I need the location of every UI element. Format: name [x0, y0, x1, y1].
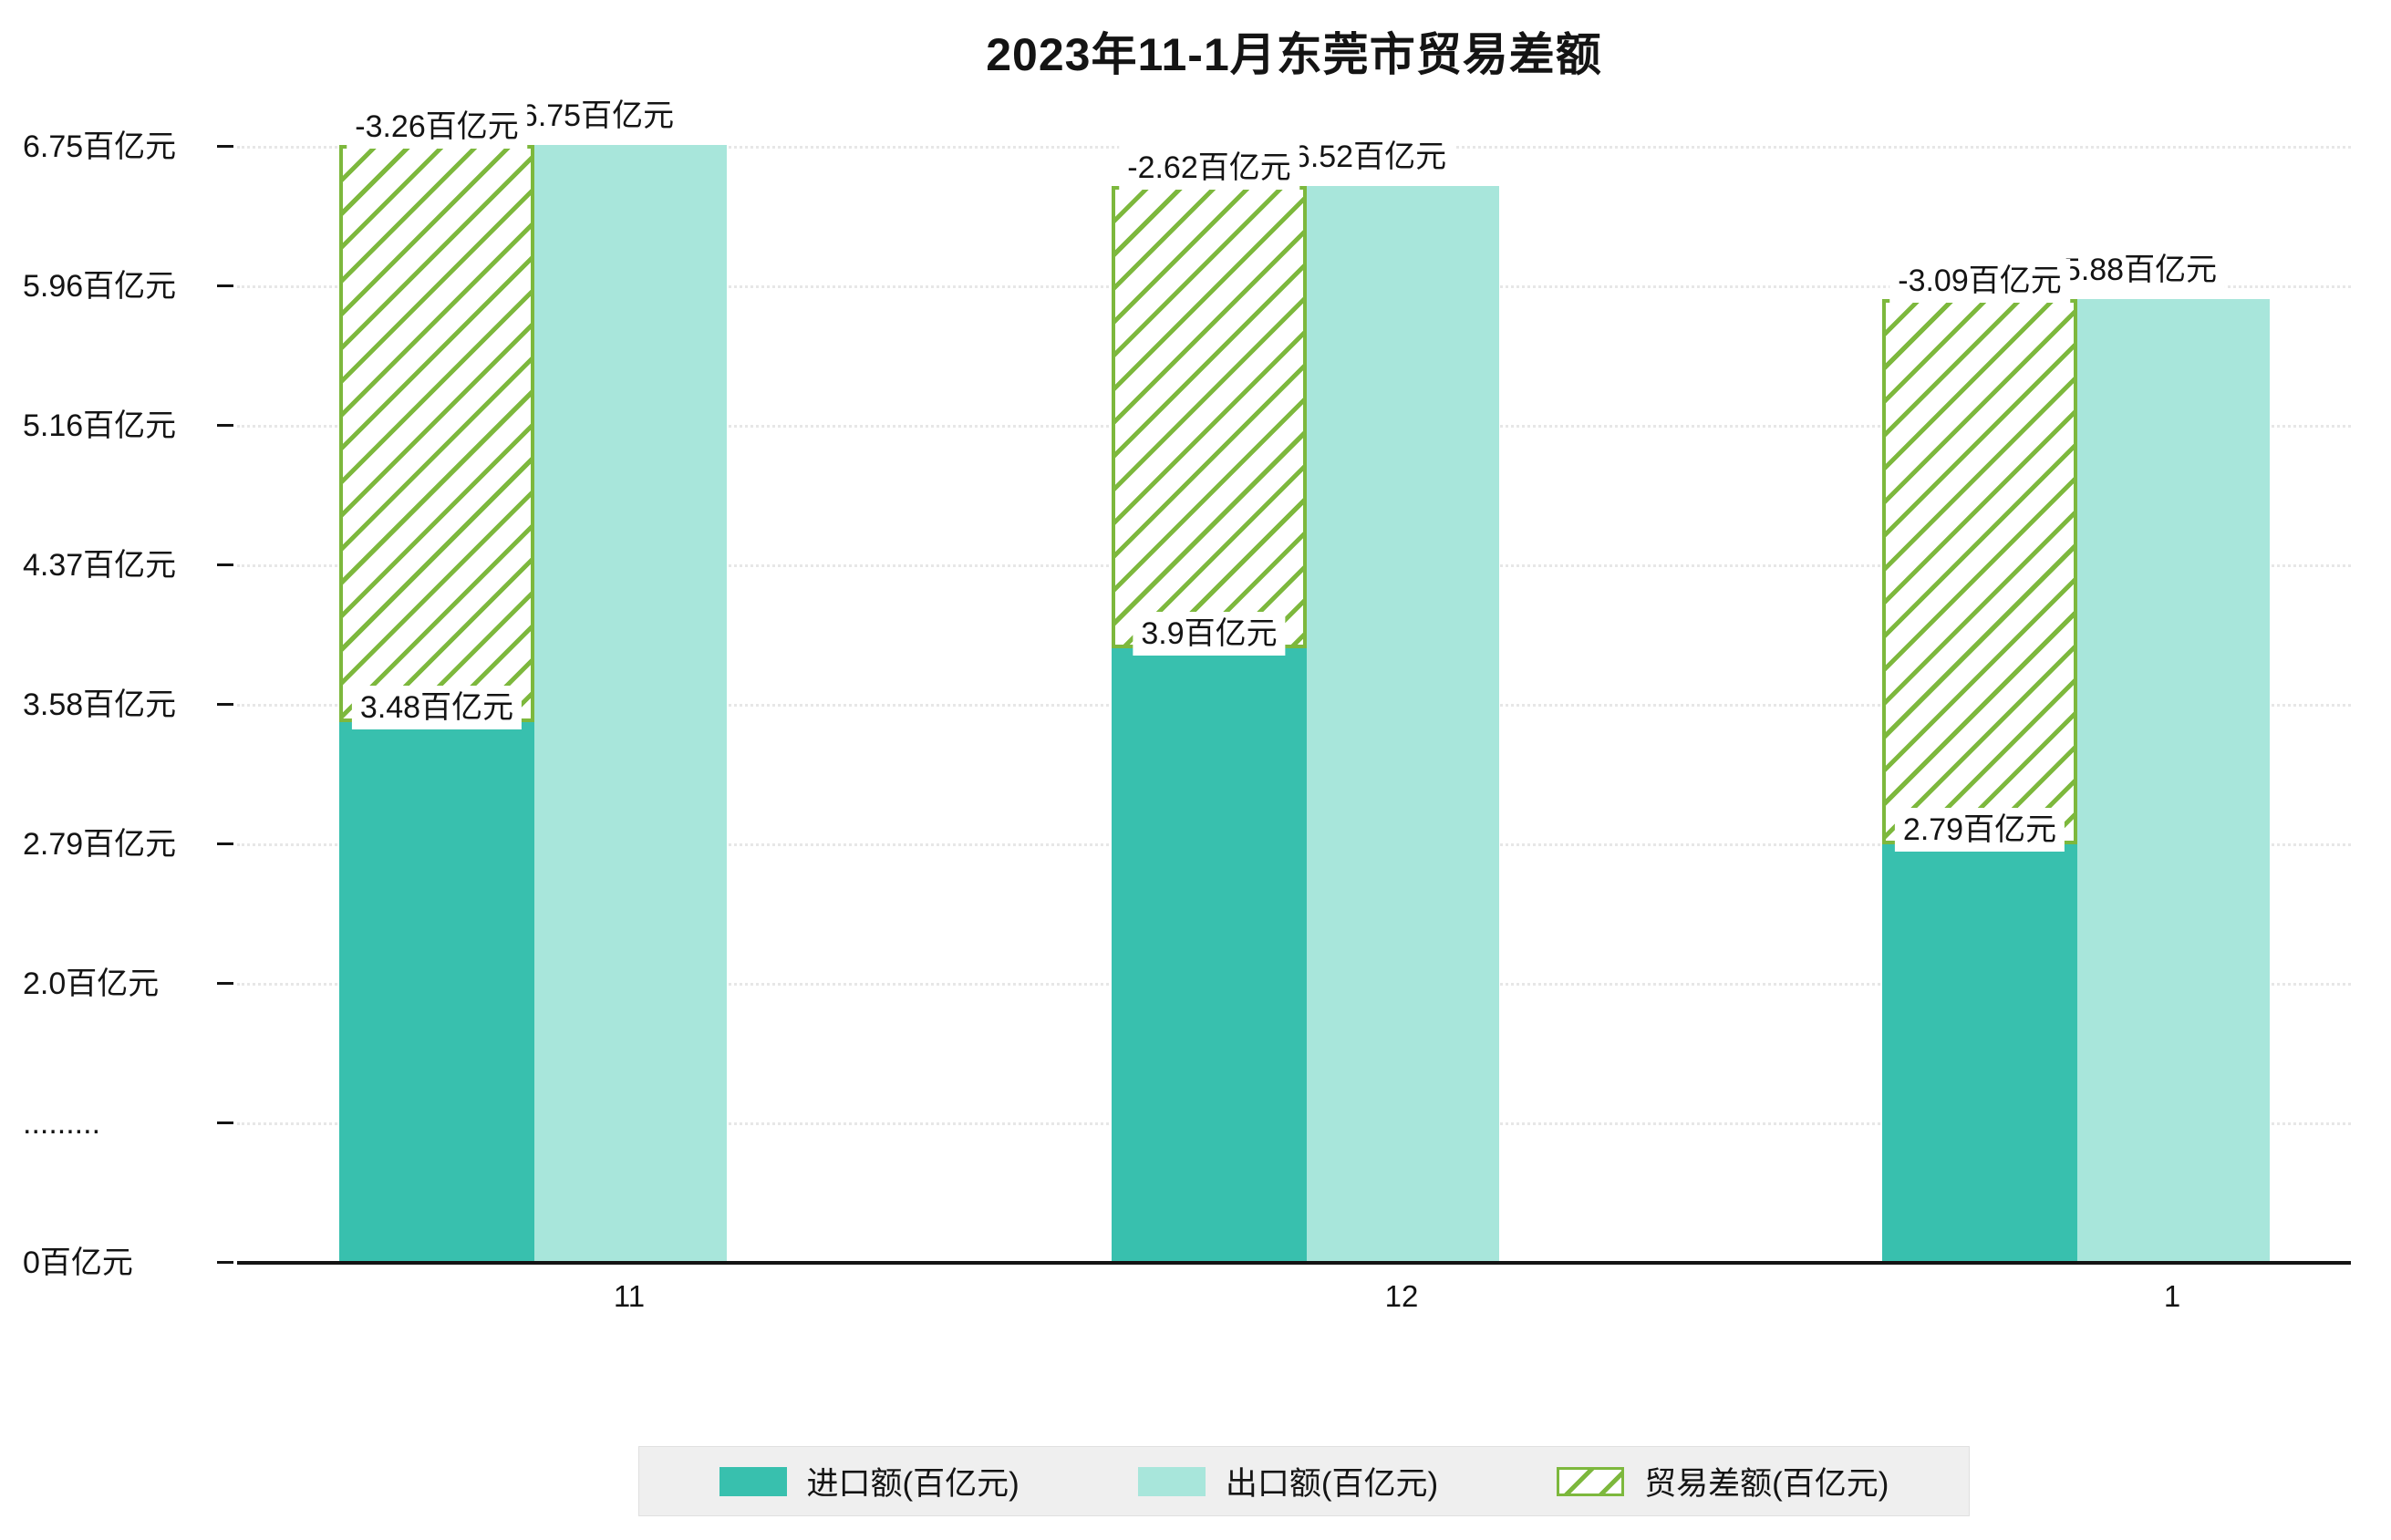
y-axis-tick-mark [217, 563, 233, 566]
x-axis-line [237, 1261, 2351, 1265]
y-axis-tick-mark [217, 1121, 233, 1124]
y-axis-tick-label: 4.37百亿元 [23, 548, 177, 583]
import-bar [1882, 844, 2077, 1263]
export-bar-value-label: 6.52百亿元 [1284, 134, 1455, 179]
y-axis-tick-mark [217, 145, 233, 148]
y-axis-tick-label: 3.58百亿元 [23, 687, 177, 722]
legend-label-export: 出口额(百亿元) [1225, 1466, 1439, 1502]
legend-swatch-export-icon [1137, 1466, 1206, 1496]
legend-label-balance: 贸易差额(百亿元) [1644, 1466, 1889, 1502]
legend-swatch-trade-balance-icon [1557, 1466, 1625, 1496]
export-bar-value-label: 5.88百亿元 [2055, 247, 2226, 292]
legend-item-balance: 贸易差额(百亿元) [1557, 1458, 1889, 1504]
y-axis-tick-mark [217, 703, 233, 706]
trade-balance-value-label: -3.09百亿元 [1889, 258, 2070, 303]
import-bar [1112, 648, 1307, 1263]
trade-balance-value-label: -3.26百亿元 [347, 105, 527, 150]
x-axis-tick-label: 12 [1384, 1279, 1419, 1313]
import-bar-value-label: 3.48百亿元 [351, 686, 523, 730]
y-axis-tick-label: 5.96百亿元 [23, 269, 177, 304]
legend-swatch-import-icon [719, 1466, 787, 1496]
import-bar [339, 722, 534, 1263]
y-axis-tick-label: ......... [23, 1106, 101, 1141]
y-axis-tick-label: 2.79百亿元 [23, 827, 177, 862]
y-axis-tick-mark [217, 1261, 233, 1264]
y-axis-tick-label: 0百亿元 [23, 1245, 133, 1280]
y-axis-tick-mark [217, 424, 233, 427]
y-axis-tick-mark [217, 842, 233, 845]
trade-balance-bar [339, 145, 534, 723]
import-bar-value-label: 2.79百亿元 [1894, 808, 2065, 852]
export-bar [1304, 185, 1499, 1263]
trade-balance-bar [1112, 185, 1307, 648]
export-bar [2075, 298, 2270, 1263]
legend-item-import: 进口额(百亿元) [719, 1458, 1020, 1504]
y-axis-tick-label: 6.75百亿元 [23, 129, 177, 164]
y-axis-tick-label: 2.0百亿元 [23, 966, 160, 1001]
x-axis-tick-label: 1 [2163, 1279, 2181, 1313]
legend: 进口额(百亿元) 出口额(百亿元) 贸易差额(百亿元) [638, 1446, 1970, 1516]
y-axis-tick-mark [217, 982, 233, 985]
y-axis-tick-label: 5.16百亿元 [23, 408, 177, 443]
legend-item-export: 出口额(百亿元) [1137, 1458, 1439, 1504]
trade-balance-bar [1882, 298, 2077, 844]
trade-balance-value-label: -2.62百亿元 [1119, 145, 1299, 190]
y-axis-tick-mark [217, 284, 233, 287]
x-axis-tick-label: 11 [613, 1279, 646, 1313]
export-bar [532, 145, 727, 1263]
export-bar-value-label: 6.75百亿元 [512, 94, 683, 139]
import-bar-value-label: 3.9百亿元 [1133, 612, 1286, 656]
chart-title: 2023年11-1月东莞市贸易差额 [986, 29, 1602, 80]
legend-label-import: 进口额(百亿元) [806, 1466, 1020, 1502]
